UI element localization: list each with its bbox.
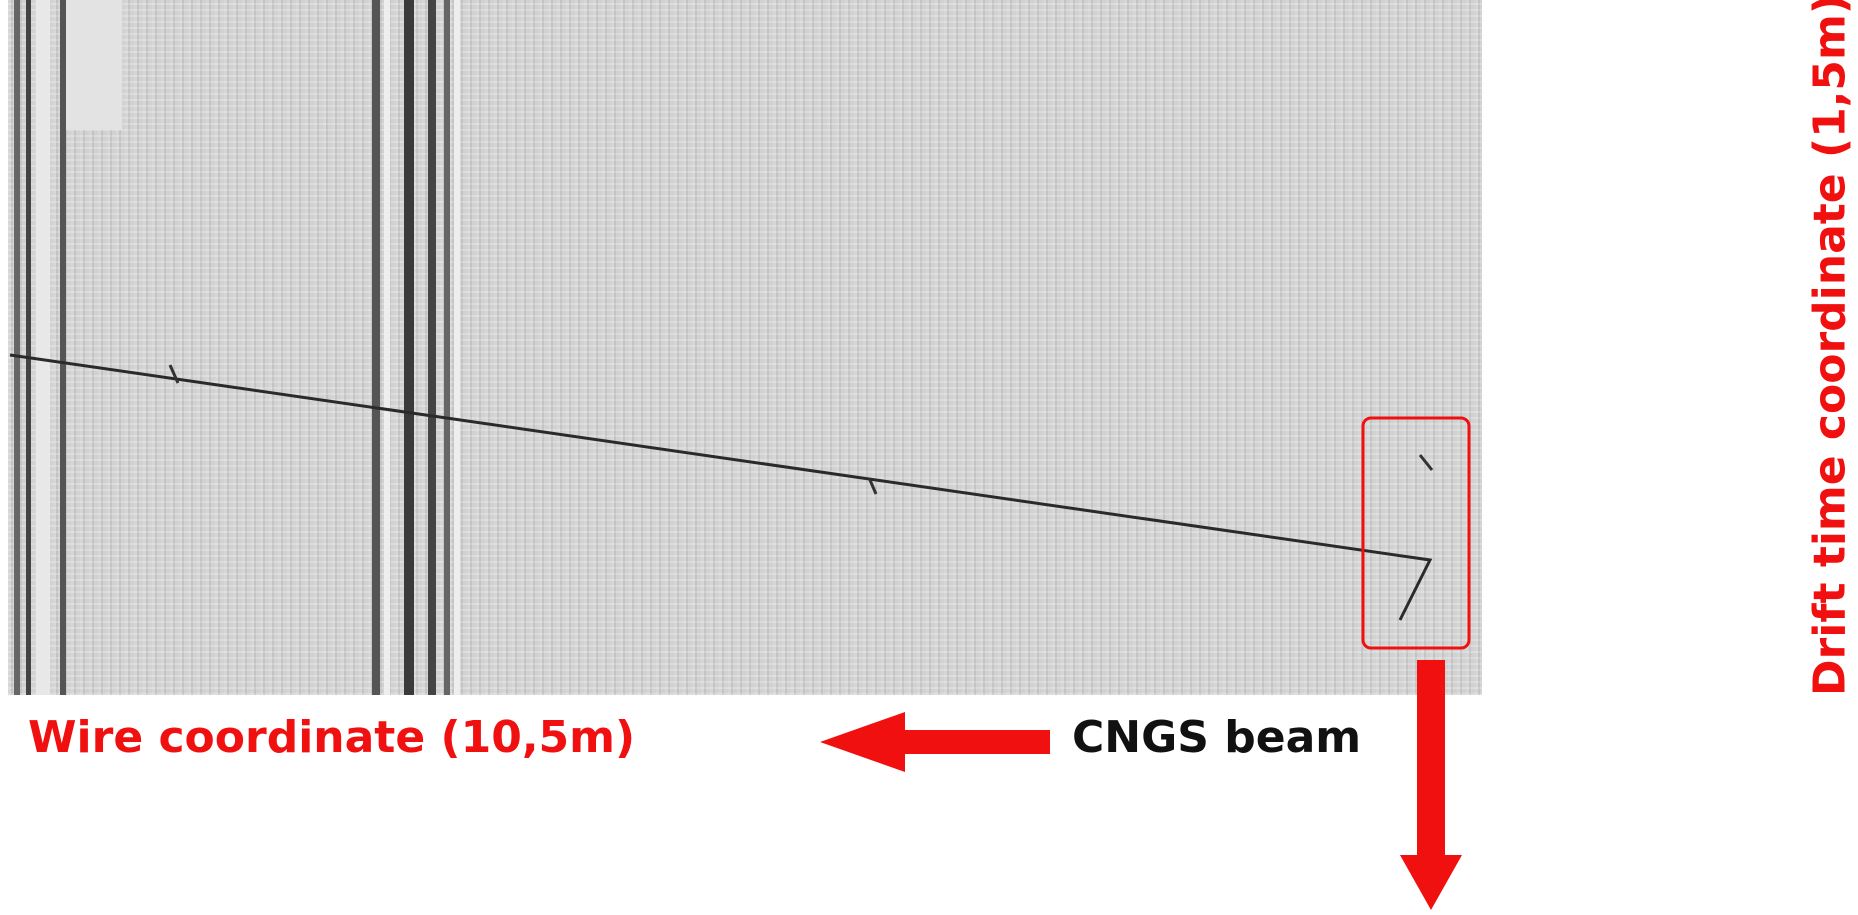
band — [66, 0, 122, 130]
band — [36, 0, 50, 695]
highlight-box — [1361, 416, 1471, 650]
y-axis-label: Drift time coordinate (1,5m) — [1804, 0, 1856, 696]
drift-arrow — [1400, 660, 1462, 910]
band — [454, 0, 460, 695]
band — [14, 0, 20, 695]
event-display — [8, 0, 1482, 695]
beam-arrow — [820, 712, 1050, 772]
band — [60, 0, 66, 695]
band — [444, 0, 450, 695]
band — [26, 0, 31, 695]
dead-wire-bands — [14, 0, 460, 695]
band — [384, 0, 390, 695]
x-axis-label: Wire coordinate (10,5m) — [28, 712, 636, 763]
muon-track — [9, 353, 1433, 621]
band — [372, 0, 380, 695]
band — [428, 0, 436, 695]
delta-rays — [168, 364, 1434, 495]
band — [404, 0, 414, 695]
beam-label: CNGS beam — [1072, 712, 1362, 763]
